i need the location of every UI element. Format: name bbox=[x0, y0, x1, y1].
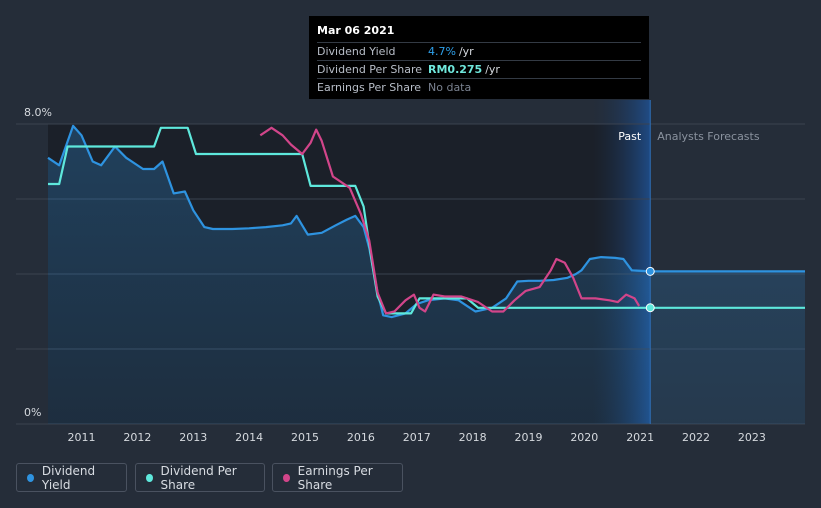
x-tick-label: 2017 bbox=[403, 431, 431, 444]
tooltip-row-dividend-per-share: Dividend Per Share RM0.275 /yr bbox=[317, 60, 641, 78]
y-tick-label: 8.0% bbox=[24, 106, 52, 119]
tooltip-unit: /yr bbox=[485, 63, 500, 76]
tooltip-unit: /yr bbox=[458, 45, 474, 58]
tooltip-value: RM0.275 bbox=[428, 63, 483, 76]
x-tick-label: 2023 bbox=[738, 431, 766, 444]
legend-label: Dividend Per Share bbox=[160, 463, 237, 492]
tooltip-label: Dividend Yield bbox=[317, 45, 396, 58]
x-tick-label: 2012 bbox=[123, 431, 151, 444]
past-region-label: Past bbox=[618, 130, 642, 143]
hover-tooltip: Mar 06 2021 Dividend Yield 4.7% /yr Divi… bbox=[309, 16, 649, 99]
tooltip-label: Earnings Per Share bbox=[317, 81, 422, 94]
tooltip-row-earnings-per-share: Earnings Per Share No data bbox=[317, 78, 641, 96]
x-tick-label: 2013 bbox=[179, 431, 207, 444]
dividend-per-share-line bbox=[48, 126, 805, 315]
forecast-region-label: Analysts Forecasts bbox=[657, 130, 760, 143]
dividend-per-share-marker bbox=[645, 303, 655, 313]
legend-label: Dividend Yield bbox=[41, 463, 96, 492]
y-tick-label: 0% bbox=[24, 406, 41, 419]
tooltip-row-dividend-yield: Dividend Yield 4.7% /yr bbox=[317, 42, 641, 60]
earnings-per-share-line bbox=[259, 126, 641, 315]
x-tick-label: 2021 bbox=[626, 431, 654, 444]
dividend-yield-area bbox=[48, 125, 805, 424]
legend-label: Earnings Per Share bbox=[297, 463, 373, 492]
legend-dot-icon bbox=[146, 473, 153, 482]
x-tick-label: 2022 bbox=[682, 431, 710, 444]
dividend-yield-line bbox=[47, 124, 805, 319]
x-tick-label: 2015 bbox=[291, 431, 319, 444]
dividend-yield-marker bbox=[645, 266, 655, 276]
x-tick-label: 2014 bbox=[235, 431, 263, 444]
x-tick-label: 2016 bbox=[347, 431, 375, 444]
tooltip-label: Dividend Per Share bbox=[317, 63, 423, 76]
x-tick-label: 2018 bbox=[459, 431, 487, 444]
x-tick-label: 2019 bbox=[514, 431, 542, 444]
legend-dot-icon bbox=[27, 473, 34, 482]
tooltip-value: No data bbox=[428, 81, 472, 94]
tooltip-date: Mar 06 2021 bbox=[317, 24, 395, 37]
legend-dot-icon bbox=[283, 473, 290, 482]
legend-item-earnings-per-share[interactable]: Earnings Per Share bbox=[272, 463, 403, 492]
x-tick-label: 2020 bbox=[570, 431, 598, 444]
legend-item-dividend-per-share[interactable]: Dividend Per Share bbox=[135, 463, 265, 492]
x-tick-label: 2011 bbox=[68, 431, 96, 444]
legend-item-dividend-yield[interactable]: Dividend Yield bbox=[16, 463, 127, 492]
tooltip-value: 4.7% bbox=[428, 45, 456, 58]
